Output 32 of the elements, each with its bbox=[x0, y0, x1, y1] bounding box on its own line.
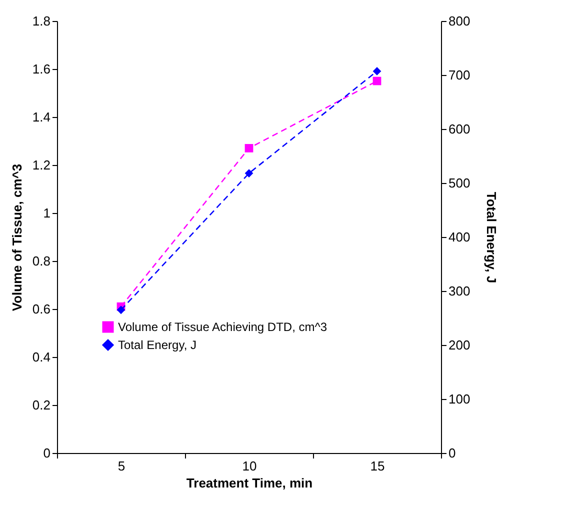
y-tick-label: 1.2 bbox=[32, 158, 50, 172]
y-tick-label: 0 bbox=[43, 446, 50, 460]
x-tick-label: 10 bbox=[242, 458, 257, 474]
y-tick-label: 1 bbox=[43, 206, 50, 220]
y2-tick-label: 500 bbox=[448, 176, 470, 190]
point bbox=[244, 144, 254, 152]
y-tick-label: 1.8 bbox=[32, 14, 50, 28]
point bbox=[244, 169, 254, 178]
point bbox=[116, 306, 126, 314]
y-tick-label: 1.6 bbox=[32, 62, 50, 76]
y2-tick-label: 400 bbox=[448, 230, 470, 244]
y2-tick-label: 200 bbox=[448, 338, 470, 352]
y-tick-label: 0.6 bbox=[32, 302, 50, 316]
y-tick-label: 0.8 bbox=[32, 254, 50, 268]
y-tick-label: 0.2 bbox=[32, 398, 50, 412]
y-tick-label: 0.4 bbox=[32, 350, 50, 364]
y2-tick-label: 600 bbox=[448, 122, 470, 136]
y2-tick-label: 300 bbox=[448, 284, 470, 298]
point bbox=[372, 76, 382, 86]
y-tick-label: 1.4 bbox=[32, 110, 50, 124]
y2-tick-label: 0 bbox=[448, 446, 456, 460]
y2-axis-title: Total Energy, J bbox=[484, 192, 500, 284]
y-axis-title: Volume of Tissue, cm^3 bbox=[9, 164, 24, 312]
point bbox=[372, 67, 382, 76]
y2-tick-label: 700 bbox=[448, 68, 470, 82]
legend-label: Total Energy, J bbox=[118, 338, 196, 352]
y2-tick-label: 100 bbox=[448, 392, 470, 406]
x-tick-label: 15 bbox=[370, 458, 385, 474]
legend-label: Volume of Tissue Achieving DTD, cm^3 bbox=[118, 320, 328, 334]
x-axis-title: Treatment Time, min bbox=[186, 476, 313, 490]
x-tick-label: 5 bbox=[118, 458, 126, 474]
y2-tick-label: 800 bbox=[448, 14, 470, 28]
